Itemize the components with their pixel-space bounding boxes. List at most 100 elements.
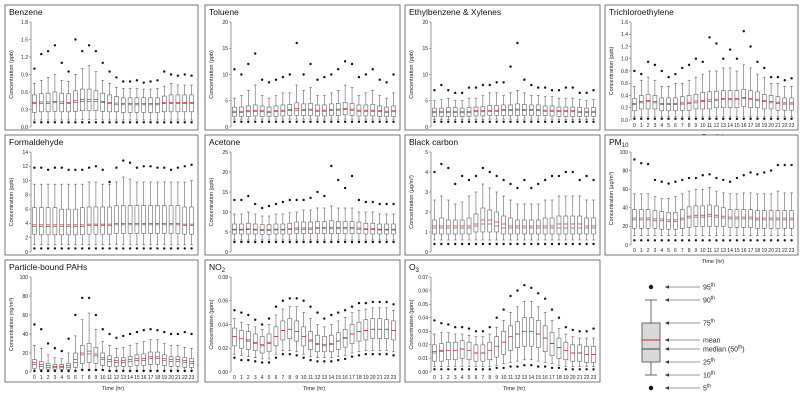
p5-point (357, 240, 361, 244)
panel-frame (604, 134, 799, 256)
box-hour-17 (349, 305, 355, 358)
legend-label-p5: 5th (703, 384, 711, 393)
box-hour-11 (308, 305, 313, 362)
box-hour-15 (335, 68, 341, 123)
p5-point (392, 354, 395, 357)
p5-point (447, 368, 450, 371)
p5-point (40, 369, 43, 373)
p95-point (135, 166, 139, 169)
legend-p95-point (648, 284, 654, 290)
p95-point (309, 196, 312, 200)
box-hour-8 (487, 170, 493, 246)
p5-point (749, 117, 752, 120)
p5-point (722, 239, 725, 242)
iqr-box (239, 330, 244, 349)
x-tick-label: 19 (563, 375, 569, 381)
iqr-box (707, 204, 712, 227)
p95-point (749, 45, 752, 48)
p95-point (67, 70, 70, 73)
box-hour-22 (182, 73, 187, 124)
p95-point (46, 49, 50, 53)
x-tick-label: 0 (633, 123, 636, 129)
iqr-box (487, 341, 493, 361)
p95-point (254, 52, 257, 55)
p95-point (233, 68, 236, 71)
box-hour-23 (189, 74, 194, 124)
p5-point (33, 121, 36, 124)
p95-point (60, 61, 63, 65)
x-tick-label: 19 (761, 248, 767, 254)
box-hour-12 (315, 190, 320, 244)
p95-point (790, 77, 793, 80)
box-hour-6 (273, 202, 279, 244)
box-hour-0 (32, 166, 37, 250)
iqr-box (535, 219, 541, 235)
p95-point (530, 83, 533, 87)
box-hour-4 (259, 206, 265, 244)
iqr-box (508, 104, 513, 116)
p5-point (460, 242, 464, 246)
iqr-box (162, 354, 167, 366)
p95-point (481, 166, 485, 170)
p5-point (343, 120, 347, 123)
p95-point (115, 76, 118, 79)
p95-point (260, 206, 264, 210)
p95-point (122, 159, 125, 162)
p5-point (309, 358, 312, 362)
y-tick-label: 0.05 (418, 302, 428, 308)
panel-10: O3 0.00 0.01 0.02 0.03 0.04 0.05 0.06 0.07 Concen… (404, 259, 601, 392)
box-hour-2 (45, 342, 51, 373)
p95-point (330, 73, 333, 76)
p95-point (60, 349, 63, 353)
box-hour-15 (535, 182, 541, 246)
p95-point (323, 75, 326, 79)
p95-point (247, 62, 250, 66)
p5-point (101, 368, 104, 372)
p95-point (254, 318, 257, 321)
p95-point (640, 72, 643, 76)
p5-point (701, 117, 704, 120)
y-tick-label: 20 (222, 20, 228, 26)
box-hour-16 (342, 60, 348, 123)
p95-point (646, 60, 650, 64)
iqr-box (259, 105, 265, 117)
iqr-box (127, 205, 133, 234)
box-hour-14 (529, 83, 534, 123)
iqr-box (80, 345, 85, 364)
p95-point (108, 332, 111, 336)
p5-point (122, 247, 125, 250)
p5-point (309, 120, 312, 123)
iqr-box (721, 207, 726, 227)
p95-point (67, 337, 70, 340)
p95-point (260, 323, 264, 326)
box-hour-13 (121, 159, 126, 250)
p5-point (94, 368, 98, 372)
p95-point (783, 78, 786, 82)
box-hour-22 (782, 163, 787, 242)
panel-title: Black carbon (409, 137, 458, 147)
x-tick-label: 18 (755, 248, 761, 254)
box-hour-10 (100, 61, 105, 124)
p95-point (592, 89, 595, 92)
y-tick-label: 6 (25, 207, 28, 213)
x-tick-label: 21 (175, 375, 181, 381)
box-hour-8 (287, 297, 293, 356)
panel-2: Ethylbenzene & Xylenes 0 5 10 15 20 Concentrat… (404, 4, 601, 131)
p5-point (142, 369, 145, 373)
y-tick-label: 15 (422, 46, 428, 52)
p95-point (142, 329, 145, 332)
p95-point (660, 180, 663, 183)
p95-point (108, 70, 111, 73)
p5-point (447, 242, 450, 246)
p5-point (790, 239, 793, 242)
box-hour-13 (721, 178, 726, 242)
y-axis-label: Concentration (ppm) (209, 299, 215, 349)
box-hour-13 (522, 78, 527, 123)
iqr-box (39, 361, 44, 370)
x-tick-label: 1 (640, 248, 643, 254)
p5-point (142, 121, 145, 124)
p95-point (735, 57, 739, 60)
box-hour-21 (377, 78, 382, 123)
p95-point (267, 81, 271, 84)
p95-point (660, 69, 663, 73)
